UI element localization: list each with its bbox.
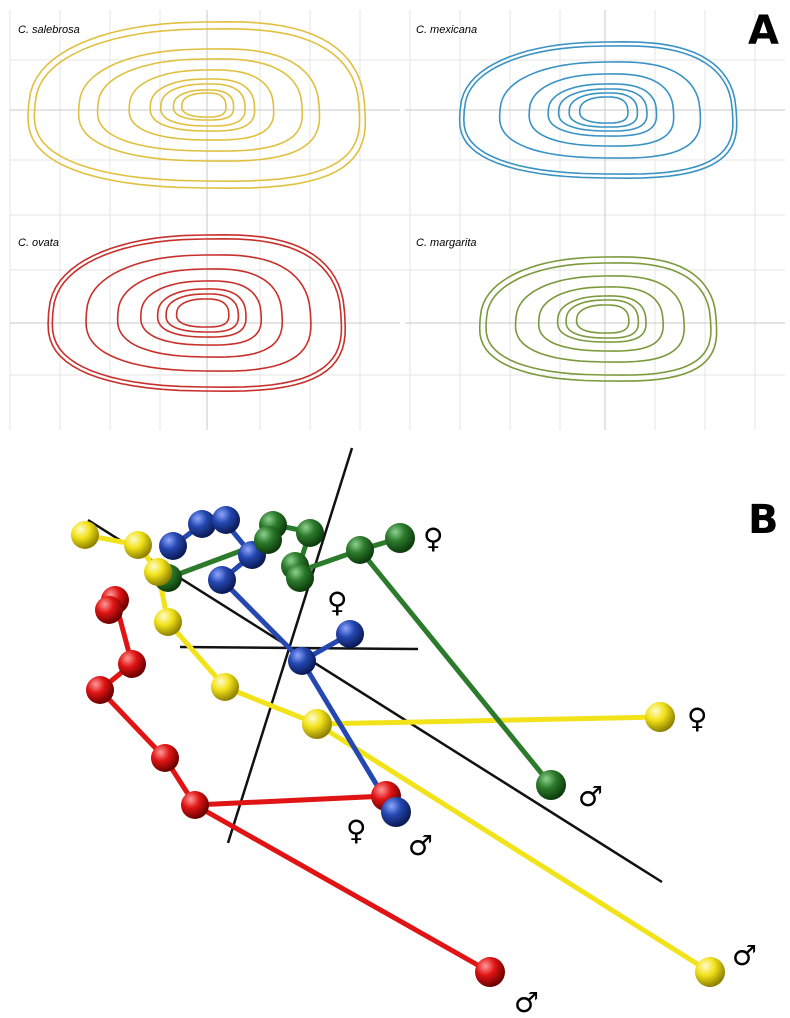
contour-line (547, 83, 658, 137)
axes (10, 10, 785, 430)
sphere (288, 647, 316, 675)
sphere (144, 558, 172, 586)
female-symbol: ♀ (327, 586, 348, 619)
contour-line (96, 58, 304, 152)
contour-set-margarita (478, 256, 718, 382)
sphere (302, 709, 332, 739)
male-symbol: ♂ (514, 986, 539, 1018)
sphere (286, 564, 314, 592)
sphere (118, 650, 146, 678)
contour-set-ovata (47, 233, 347, 393)
contour-line (139, 280, 263, 346)
spheres-yellow (71, 521, 725, 987)
sphere (212, 506, 240, 534)
contour-line (556, 295, 647, 343)
sphere (536, 770, 566, 800)
contour-line (575, 304, 630, 334)
sphere (475, 957, 505, 987)
contour-line (27, 20, 367, 190)
contour-set-mexicana (458, 40, 738, 180)
contour-line (77, 48, 321, 162)
sphere (124, 531, 152, 559)
contour-line (514, 275, 686, 363)
contour-line (165, 293, 240, 333)
contour-line (33, 27, 361, 183)
contour-line (528, 73, 675, 147)
contour-line (159, 83, 246, 127)
contour-line (498, 61, 702, 159)
spheres-blue (159, 506, 411, 827)
panel-b: B (71, 447, 779, 1018)
contour-line (462, 45, 734, 175)
contour-line (568, 92, 639, 128)
spheres-green (154, 511, 566, 800)
sphere (254, 526, 282, 554)
contour-line (116, 268, 284, 358)
panel-letter-b: B (748, 497, 779, 543)
sphere (151, 744, 179, 772)
sphere (208, 566, 236, 594)
sphere (211, 673, 239, 701)
sphere (695, 957, 725, 987)
species-label-ovata: C. ovata (18, 237, 59, 249)
contour-line (128, 69, 275, 141)
sphere (346, 536, 374, 564)
trajectory-green (167, 522, 553, 787)
sphere (181, 791, 209, 819)
trajectory-yellow (84, 532, 712, 975)
contour-line (51, 237, 343, 389)
sphere (336, 620, 364, 648)
female-symbol: ♀ (423, 522, 444, 555)
contour-line (557, 88, 648, 132)
contour-line (172, 89, 235, 121)
sphere (86, 676, 114, 704)
contour-line (578, 96, 629, 124)
sphere (95, 596, 123, 624)
contour-line (537, 286, 665, 352)
contour-set-salebrosa (27, 20, 367, 190)
contour-line (85, 254, 312, 372)
male-symbol: ♂ (578, 780, 603, 813)
contour-line (180, 92, 227, 118)
species-label-mexicana: C. mexicana (416, 24, 477, 36)
female-symbol: ♀ (346, 814, 367, 847)
sphere (645, 702, 675, 732)
axes-3d (87, 447, 663, 884)
sphere (159, 532, 187, 560)
spheres-red (86, 586, 505, 987)
contour-line (565, 299, 640, 339)
panel-a: A C. salebrosa C. mexicana C. ovata C. m… (9, 8, 785, 430)
contour-line (458, 40, 738, 180)
species-label-salebrosa: C. salebrosa (18, 24, 80, 36)
axis-line (87, 518, 663, 884)
sphere (296, 519, 324, 547)
male-symbol: ♂ (732, 939, 757, 972)
sphere (381, 797, 411, 827)
sphere (385, 523, 415, 553)
species-label-margarita: C. margarita (416, 237, 477, 249)
contour-line (149, 78, 256, 132)
sphere (154, 608, 182, 636)
male-symbol: ♂ (408, 829, 433, 862)
contour-line (156, 288, 247, 338)
female-symbol: ♀ (687, 702, 708, 735)
contour-line (47, 233, 347, 393)
contour-line (175, 298, 230, 328)
contour-line (478, 256, 718, 382)
sphere (71, 521, 99, 549)
contour-line (485, 262, 712, 376)
sphere (188, 510, 216, 538)
panel-letter-a: A (748, 8, 779, 54)
